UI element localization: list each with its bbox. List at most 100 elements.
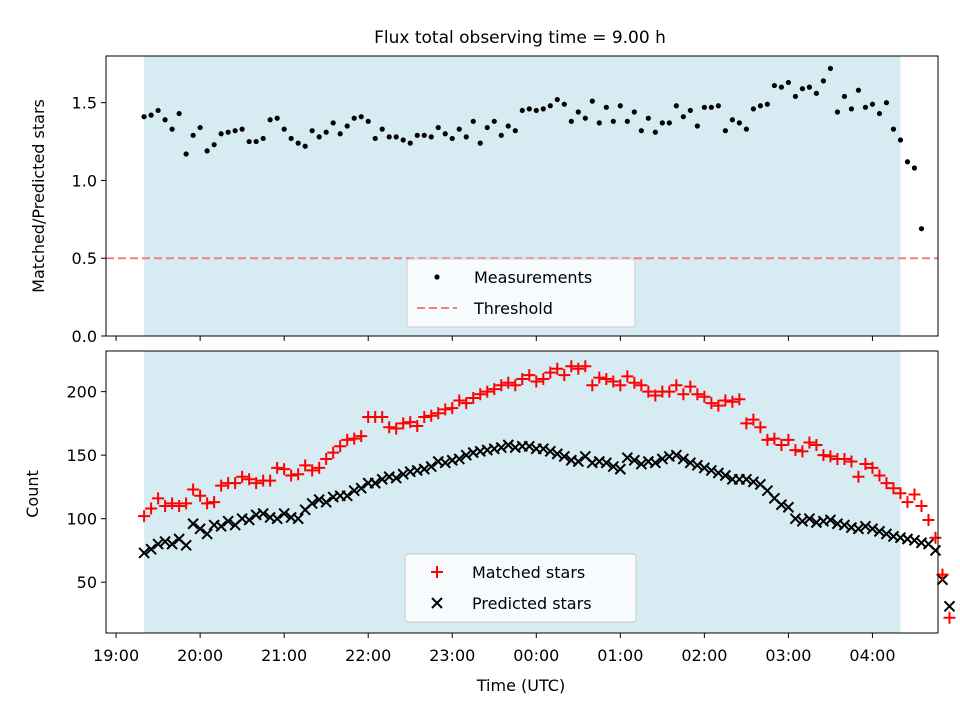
measurement-point: [680, 114, 686, 120]
ratio-legend: Measurements Threshold: [406, 258, 636, 328]
matched-star-point: [166, 497, 179, 510]
predicted-star-point: [908, 534, 921, 546]
predicted-star-point: [257, 507, 269, 520]
predicted-star-point: [355, 482, 367, 494]
predicted-star-point: [453, 453, 465, 465]
legend-label-measurements: Measurements: [474, 268, 592, 287]
matched-star-point: [642, 385, 655, 398]
measurement-point: [246, 138, 252, 145]
matched-star-point: [558, 369, 571, 382]
matched-star-point: [684, 380, 697, 393]
matched-star-point: [824, 450, 837, 463]
measurement-point: [505, 123, 511, 129]
measurement-point: [701, 104, 707, 110]
predicted-star-point: [145, 543, 157, 555]
matched-star-point: [614, 379, 627, 392]
x-tick-label: 02:00: [681, 646, 727, 665]
predicted-star-point: [719, 469, 732, 482]
matched-star-point: [341, 433, 354, 446]
matched-star-point: [299, 459, 312, 472]
measurement-point: [274, 115, 280, 121]
predicted-star-point: [572, 455, 585, 468]
matched-star-point: [145, 502, 158, 515]
matched-star-point: [943, 611, 956, 624]
measurement-point: [568, 118, 574, 124]
matched-star-point: [446, 402, 459, 415]
matched-star-point: [250, 477, 263, 490]
measurement-point: [323, 129, 329, 135]
measurement-point: [162, 117, 168, 123]
predicted-star-point: [551, 448, 564, 460]
predicted-star-point: [278, 507, 290, 520]
matched-star-point: [439, 403, 452, 416]
predicted-star-point: [215, 520, 227, 533]
matched-star-point: [530, 375, 543, 388]
predicted-star-point: [390, 472, 402, 484]
y-tick-label: 50: [77, 573, 97, 592]
predicted-star-point: [544, 445, 557, 458]
matched-star-point: [810, 439, 823, 451]
matched-star-point: [397, 417, 410, 430]
ratio-y-ticks: 0.0 0.5 1.0 1.5: [72, 94, 106, 346]
measurement-point: [204, 148, 210, 154]
matched-star-point: [348, 432, 361, 445]
measurement-point: [449, 135, 455, 142]
matched-stars-points: [138, 360, 956, 624]
predicted-star-point: [698, 462, 711, 474]
predicted-star-point: [306, 497, 318, 510]
predicted-star-point: [803, 512, 816, 525]
measurement-point: [183, 151, 189, 157]
measurement-point: [757, 103, 763, 109]
predicted-star-point: [222, 515, 234, 527]
measurement-point: [729, 117, 735, 123]
matched-star-point: [873, 469, 886, 482]
matched-star-point: [292, 468, 305, 481]
measurement-point: [267, 117, 273, 123]
measurement-point: [365, 118, 371, 124]
measurement-point: [225, 129, 231, 135]
predicted-star-point: [201, 528, 213, 540]
measurement-point: [778, 84, 785, 90]
legend-label-threshold: Threshold: [473, 299, 553, 318]
matched-star-point: [635, 379, 648, 392]
measurement-point: [561, 101, 567, 107]
count-y-axis-label: Count: [23, 470, 42, 518]
measurement-point: [330, 120, 336, 126]
predicted-star-point: [600, 457, 613, 469]
measurement-point: [512, 128, 518, 134]
matched-star-point: [523, 369, 536, 382]
matched-star-point: [243, 473, 256, 486]
predicted-star-point: [159, 535, 171, 548]
predicted-star-point: [313, 493, 325, 506]
matched-star-point: [488, 383, 501, 396]
x-tick-label: 00:00: [513, 646, 559, 665]
predicted-star-point: [348, 485, 360, 497]
matched-star-point: [740, 417, 753, 430]
measurement-point: [232, 128, 238, 134]
x-tick-label: 21:00: [261, 646, 307, 665]
matched-star-point: [285, 469, 298, 482]
measurement-points: [141, 65, 925, 232]
matched-star-point: [404, 416, 417, 429]
measurement-point: [715, 103, 721, 109]
measurement-point: [673, 103, 679, 109]
measurement-point: [631, 109, 637, 115]
x-tick-label: 19:00: [93, 646, 139, 665]
legend-marker-measurements: [434, 274, 440, 280]
measurement-point: [379, 126, 385, 132]
matched-star-point: [719, 394, 732, 407]
predicted-star-point: [677, 453, 690, 465]
measurement-point: [883, 100, 890, 106]
predicted-star-point: [656, 453, 669, 465]
measurement-point: [428, 134, 434, 140]
predicted-star-point: [691, 459, 704, 472]
measurement-point: [176, 110, 182, 117]
matched-star-point: [418, 411, 431, 424]
measurement-point: [918, 226, 925, 232]
matched-star-point: [138, 510, 151, 523]
measurement-point: [610, 118, 616, 124]
measurement-point: [260, 135, 266, 142]
y-tick-label: 0.0: [72, 327, 97, 346]
matched-star-point: [586, 379, 599, 392]
measurement-point: [764, 101, 770, 107]
